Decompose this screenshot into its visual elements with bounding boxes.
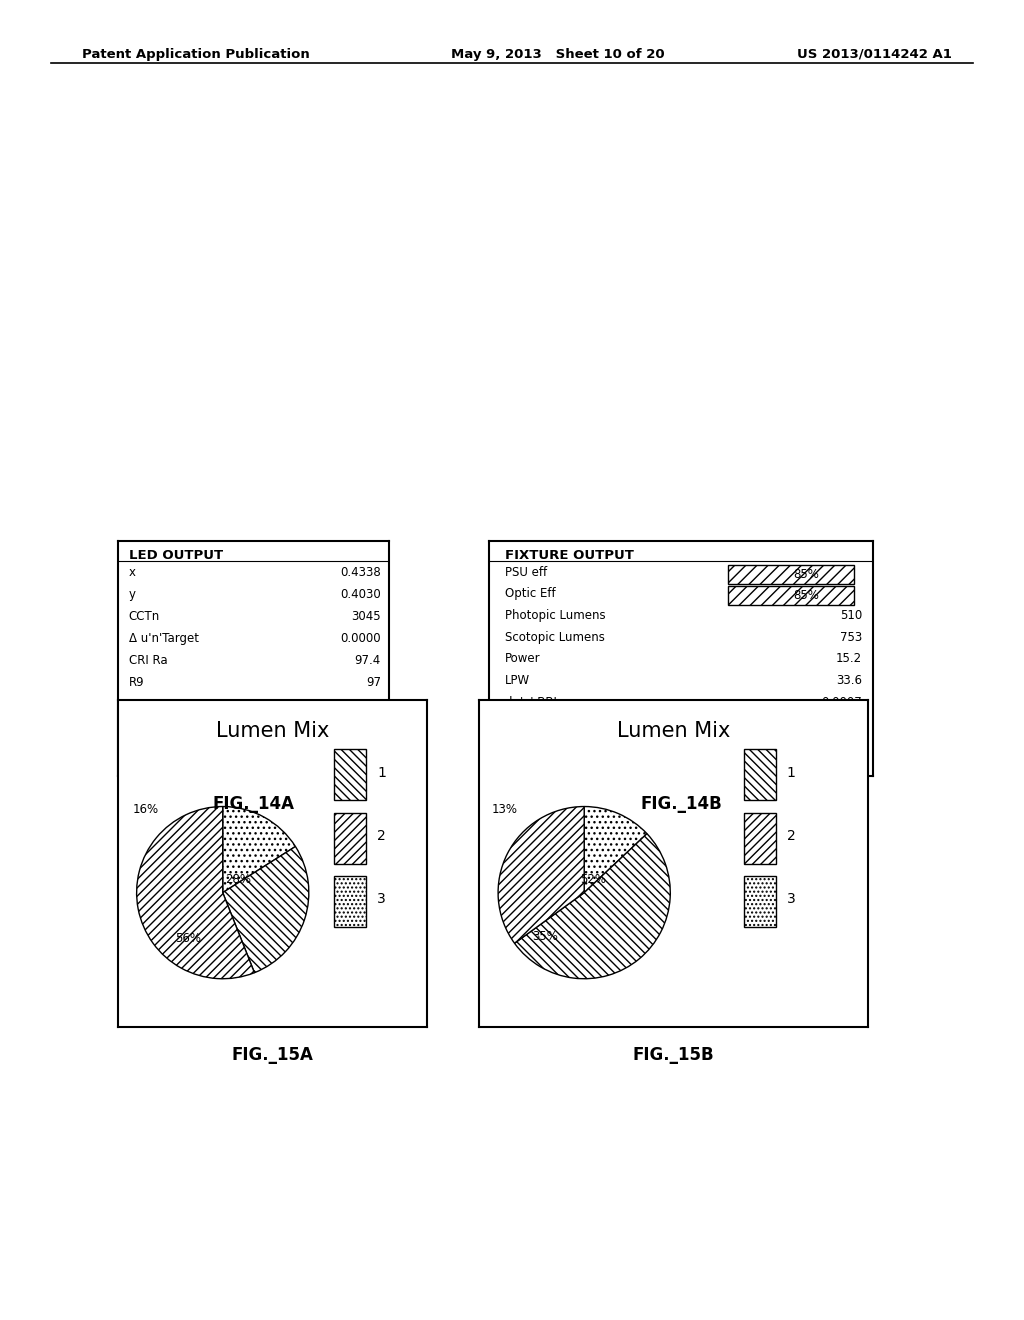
Text: FIG._15B: FIG._15B [633,1045,715,1064]
Text: 97.4: 97.4 [354,655,381,667]
Text: x: x [129,566,135,579]
Bar [743,750,776,800]
Bar [334,876,367,927]
Bar [743,813,776,863]
Bar [743,876,776,927]
Text: 2: 2 [377,829,386,843]
Text: 2: 2 [786,829,796,843]
Text: y: y [129,587,135,601]
Text: 499: 499 [840,760,862,774]
Bar [334,750,367,800]
Bar [743,750,776,800]
Text: 56%: 56% [176,932,202,945]
Text: Scotopic Lumens: Scotopic Lumens [505,631,605,644]
Bar [743,813,776,863]
Text: 3: 3 [377,892,386,907]
Text: Δ u'n'Target: Δ u'n'Target [129,632,199,645]
Text: FIG._14A: FIG._14A [212,795,295,813]
Text: 85%: 85% [794,589,819,602]
Text: Patent Application Publication: Patent Application Publication [82,48,309,61]
Text: 0.0007: 0.0007 [821,696,862,709]
Text: May 9, 2013   Sheet 10 of 20: May 9, 2013 Sheet 10 of 20 [451,48,665,61]
Bar [743,876,776,927]
Text: 1: 1 [786,766,796,780]
Text: Optic Eff: Optic Eff [505,587,555,601]
Text: Lumen Mix: Lumen Mix [216,721,329,741]
Text: 52%: 52% [580,873,606,886]
Text: PSU eff: PSU eff [505,566,547,579]
Text: 16%: 16% [133,803,160,816]
Text: 600.0: 600.0 [347,721,381,734]
Text: R9: R9 [129,676,144,689]
Text: 510: 510 [840,609,862,622]
Wedge shape [514,834,671,978]
Text: FIG._14B: FIG._14B [641,795,722,813]
Bar [727,565,854,583]
Text: LPW: LPW [505,675,530,686]
Text: du'v' BBL: du'v' BBL [505,696,560,709]
Text: CRI Ra: CRI Ra [129,655,167,667]
Text: FIG._15A: FIG._15A [231,1045,313,1064]
Text: CQS: CQS [129,698,154,711]
Text: 0.4338: 0.4338 [340,566,381,579]
Wedge shape [584,807,647,892]
Bar [334,750,367,800]
Text: 96.1: 96.1 [354,698,381,711]
Text: 3: 3 [786,892,796,907]
Text: 97: 97 [366,676,381,689]
Bar [727,586,854,606]
Text: 28%: 28% [225,873,251,886]
Text: GAI: GAI [505,717,525,730]
Text: 753: 753 [840,631,862,644]
Text: US 2013/0114242 A1: US 2013/0114242 A1 [798,48,952,61]
Text: LEP: LEP [129,743,150,755]
Text: 61%: 61% [836,717,862,730]
Text: 33.6: 33.6 [836,675,862,686]
Bar [727,565,854,583]
Text: Photopic Lumens: Photopic Lumens [505,609,605,622]
Bar [334,876,367,927]
Text: 85%: 85% [794,568,819,581]
Text: 1.25: 1.25 [836,739,862,752]
Wedge shape [222,846,309,973]
Text: Lumen Mix: Lumen Mix [617,721,730,741]
Text: LED OUTPUT: LED OUTPUT [129,549,223,562]
Text: SP ration: SP ration [505,739,558,752]
Bar [334,813,367,863]
Text: 13%: 13% [492,803,517,816]
Text: 0.0000: 0.0000 [340,632,381,645]
Text: 273: 273 [358,743,381,755]
Text: Pupil Lumens: Pupil Lumens [505,760,584,774]
Text: 35%: 35% [532,931,558,942]
Text: 15.2: 15.2 [836,652,862,665]
Bar [727,586,854,606]
Text: CCTn: CCTn [129,610,160,623]
Text: 1: 1 [377,766,386,780]
Text: 0.4030: 0.4030 [340,587,381,601]
Text: Power: Power [505,652,541,665]
Text: 3045: 3045 [351,610,381,623]
Text: Lumens: Lumens [129,721,175,734]
Wedge shape [136,807,254,978]
Wedge shape [222,807,296,892]
Wedge shape [498,807,584,944]
Text: FIXTURE OUTPUT: FIXTURE OUTPUT [505,549,634,562]
Bar [334,813,367,863]
